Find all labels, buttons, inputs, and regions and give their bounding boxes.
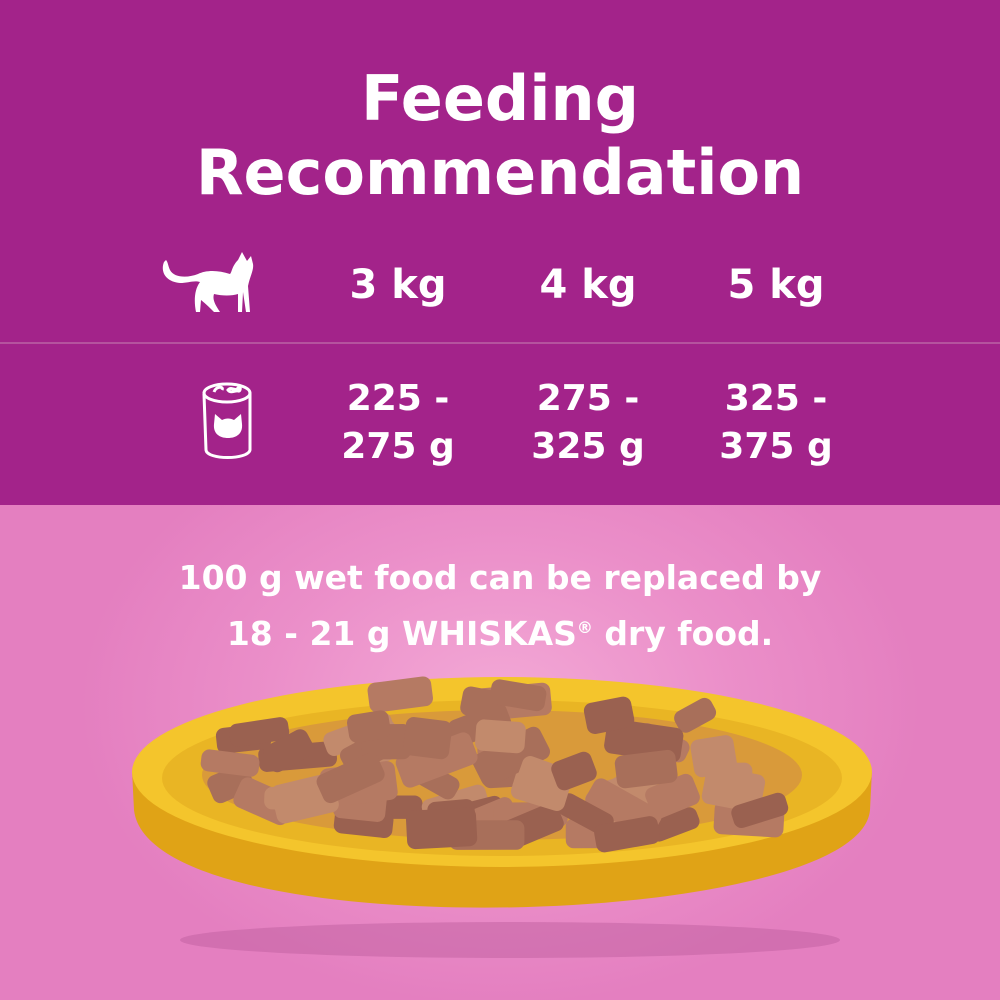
food-can-icon — [202, 382, 252, 459]
food-chunk — [367, 676, 433, 713]
note-line-1: 100 g wet food can be replaced by — [178, 558, 822, 597]
title-line-1: Feeding — [360, 62, 640, 135]
food-chunk — [674, 697, 717, 733]
registered-mark: ® — [576, 618, 593, 637]
food-chunk — [403, 717, 452, 760]
food-chunk — [395, 732, 478, 788]
food-chunk — [583, 696, 635, 734]
food-chunk — [690, 735, 738, 778]
food-chunk — [614, 749, 678, 789]
amount-4kg: 275 - 325 g — [488, 375, 688, 471]
food-chunk — [645, 773, 700, 819]
food-chunk — [347, 710, 391, 743]
amount-line: 375 g — [719, 426, 833, 467]
food-chunk — [489, 679, 547, 712]
food-chunk — [475, 719, 526, 754]
food-chunk — [648, 807, 700, 842]
weight-3kg: 3 kg — [349, 262, 447, 308]
food-chunk — [229, 717, 290, 747]
amount-line: 325 g — [531, 426, 645, 467]
cat-silhouette-icon — [162, 252, 254, 312]
amount-line: 225 - — [346, 378, 450, 419]
food-bowl-image — [132, 676, 872, 958]
weight-4kg: 4 kg — [539, 262, 637, 308]
note-text: 18 - 21 g WHISKAS — [226, 614, 577, 653]
title-line-2: Recommendation — [195, 136, 805, 209]
food-chunk — [316, 752, 385, 804]
recommendation-panel — [0, 0, 1000, 505]
replacement-note: 100 g wet food can be replaced by 18 - 2… — [0, 553, 1000, 659]
food-chunk — [405, 807, 478, 850]
food-chunk — [551, 751, 597, 791]
note-text: dry food. — [592, 614, 774, 653]
food-chunk — [200, 749, 260, 777]
page-title: Feeding Recommendation — [0, 62, 1000, 210]
amount-line: 275 g — [341, 426, 455, 467]
weight-5kg: 5 kg — [727, 262, 825, 308]
amount-line: 275 - — [536, 378, 640, 419]
note-line-2: 18 - 21 g WHISKAS® dry food. — [0, 603, 1000, 659]
row-divider — [0, 342, 1000, 344]
food-chunk — [263, 729, 315, 773]
food-chunk — [472, 726, 550, 787]
amount-3kg: 225 - 275 g — [298, 375, 498, 471]
amount-5kg: 325 - 375 g — [676, 375, 876, 471]
amount-line: 325 - — [724, 378, 828, 419]
food-chunk — [594, 816, 660, 853]
food-chunk — [731, 792, 789, 829]
